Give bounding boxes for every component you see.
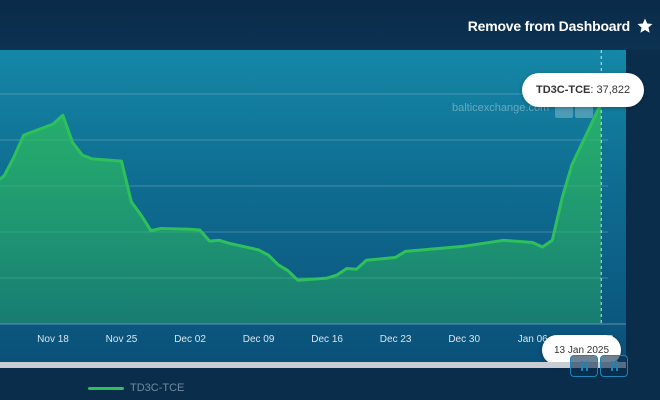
remove-from-dashboard-button[interactable]: Remove from Dashboard <box>468 15 654 37</box>
navigator-left-handle[interactable] <box>570 355 598 377</box>
area-chart: Nov 18 Nov 25 Dec 02 Dec 09 Dec 16 Dec 23 Dec … <box>0 50 626 345</box>
x-tick-label: Dec 09 <box>243 334 275 345</box>
data-point[interactable] <box>198 228 202 232</box>
tooltip-series-name: TD3C-TCE <box>536 84 591 96</box>
data-point[interactable] <box>257 248 260 252</box>
data-point[interactable] <box>531 241 534 244</box>
watermark-text: balticexchange.com <box>452 102 550 114</box>
star-icon[interactable] <box>636 17 654 35</box>
series-area-td3c-tce <box>0 103 602 324</box>
x-tick-label: Jan 06 <box>518 334 548 345</box>
data-point[interactable] <box>218 239 221 242</box>
data-point[interactable] <box>325 276 329 280</box>
data-point[interactable] <box>149 229 153 232</box>
x-tick-label: Dec 16 <box>311 334 343 345</box>
tooltip-colon: : <box>590 84 597 96</box>
data-point[interactable] <box>188 228 192 231</box>
data-point[interactable] <box>335 273 339 277</box>
data-point[interactable] <box>560 196 564 200</box>
x-tick-label: Dec 23 <box>380 334 412 345</box>
data-point[interactable] <box>159 227 162 230</box>
dashboard-header: Remove from Dashboard <box>0 0 660 50</box>
navigator-right-handle[interactable] <box>600 355 628 377</box>
data-point[interactable] <box>130 200 133 204</box>
data-point[interactable] <box>267 253 270 257</box>
data-point[interactable] <box>394 256 397 259</box>
data-point[interactable] <box>61 113 64 117</box>
legend-item[interactable]: TD3C-TCE <box>88 382 184 394</box>
legend-label: TD3C-TCE <box>130 382 185 394</box>
legend-swatch <box>88 386 124 390</box>
chart-tooltip: TD3C-TCE : 37,822 <box>522 73 645 107</box>
data-point[interactable] <box>276 263 280 266</box>
remove-from-dashboard-label: Remove from Dashboard <box>467 18 630 34</box>
data-point[interactable] <box>502 239 505 242</box>
series-line-td3c-tce[interactable] <box>0 102 603 282</box>
data-point[interactable] <box>286 269 290 272</box>
tooltip-value: 37,822 <box>596 84 631 96</box>
x-tick-label: Nov 25 <box>106 334 138 345</box>
data-point[interactable] <box>71 141 74 144</box>
data-point[interactable] <box>541 245 544 249</box>
data-point[interactable] <box>139 213 143 217</box>
x-tick-label: Dec 02 <box>174 334 206 345</box>
data-point[interactable] <box>51 122 55 126</box>
data-point[interactable] <box>120 159 123 163</box>
data-point[interactable] <box>228 242 231 245</box>
data-point[interactable] <box>551 239 554 242</box>
x-tick-label: Dec 30 <box>448 334 480 345</box>
data-point[interactable] <box>22 133 25 137</box>
data-point[interactable] <box>462 245 466 248</box>
x-tick-label: Nov 18 <box>37 334 69 345</box>
data-point[interactable] <box>492 240 495 243</box>
data-point[interactable] <box>570 163 574 166</box>
data-point[interactable] <box>208 239 211 243</box>
data-point[interactable] <box>296 279 299 282</box>
data-point[interactable] <box>355 268 358 271</box>
data-point[interactable] <box>345 267 348 270</box>
range-navigator-track[interactable] <box>0 362 626 368</box>
data-point[interactable] <box>81 153 84 157</box>
data-point[interactable] <box>12 156 16 159</box>
data-point[interactable] <box>365 259 368 262</box>
data-point[interactable] <box>404 250 407 253</box>
chart-panel: Nov 18 Nov 25 Dec 02 Dec 09 Dec 16 Dec 23 Dec … <box>0 50 626 366</box>
data-point[interactable] <box>2 174 6 178</box>
data-point[interactable] <box>90 157 94 161</box>
